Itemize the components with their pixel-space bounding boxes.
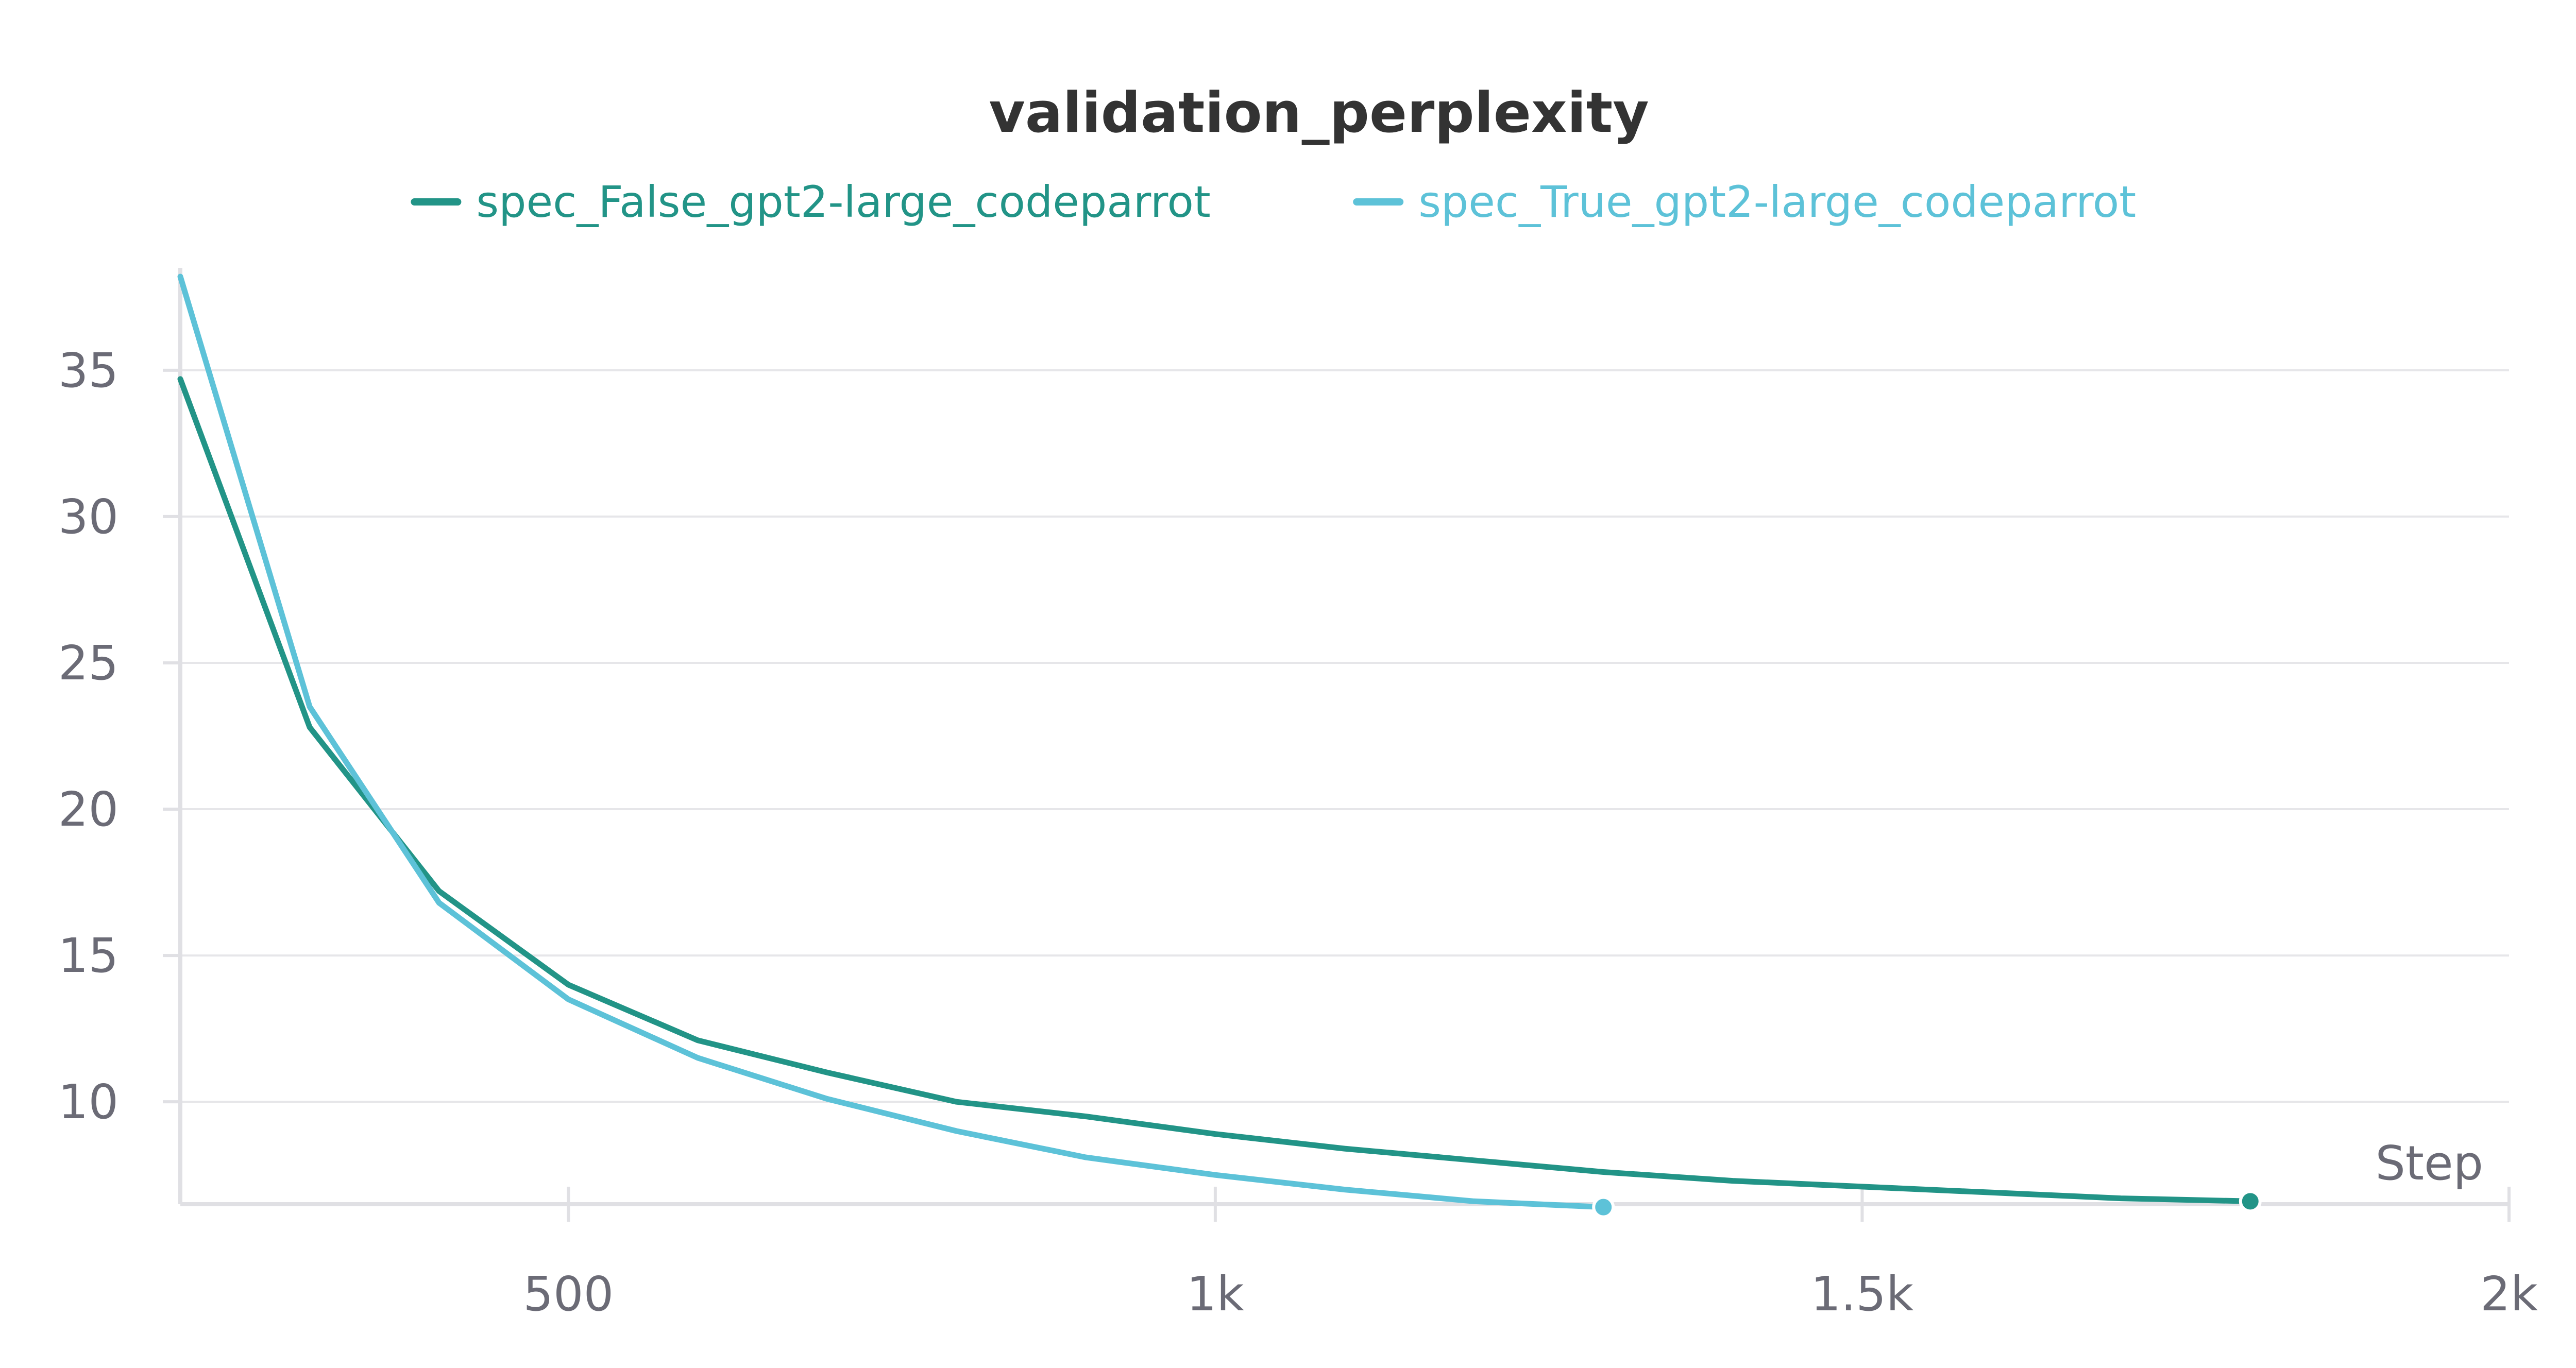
grid-lines — [180, 369, 2509, 1103]
legend-label-1: spec_False_gpt2-large_codeparrot — [476, 177, 1210, 227]
y-tick-label: 35 — [58, 343, 118, 398]
x-tick-label: 2k — [2480, 1267, 2538, 1322]
series-group — [177, 273, 2262, 1219]
y-tick-label: 20 — [58, 782, 118, 837]
legend-label-2: spec_True_gpt2-large_codeparrot — [1418, 177, 2136, 227]
x-tick-label: 500 — [523, 1267, 614, 1322]
series-endpoint-1 — [2239, 1190, 2262, 1213]
chart-title: validation_perplexity — [989, 81, 1649, 145]
y-tick-label: 15 — [58, 928, 118, 983]
series-endpoint-2 — [1592, 1195, 1615, 1219]
x-tick-label: 1k — [1187, 1267, 1245, 1322]
x-axis-label: Step — [2376, 1136, 2483, 1191]
series-line-2 — [177, 273, 1606, 1210]
axes: 10 15 20 25 30 35 500 1k 1.5k 2k — [58, 268, 2538, 1322]
y-tick-label: 30 — [58, 489, 118, 544]
y-tick-label: 25 — [58, 636, 118, 691]
y-tick-label: 10 — [58, 1074, 118, 1130]
legend: spec_False_gpt2-large_codeparrot spec_Tru… — [411, 177, 2136, 227]
x-tick-label: 1.5k — [1811, 1267, 1914, 1322]
series-line-1 — [177, 376, 2253, 1204]
